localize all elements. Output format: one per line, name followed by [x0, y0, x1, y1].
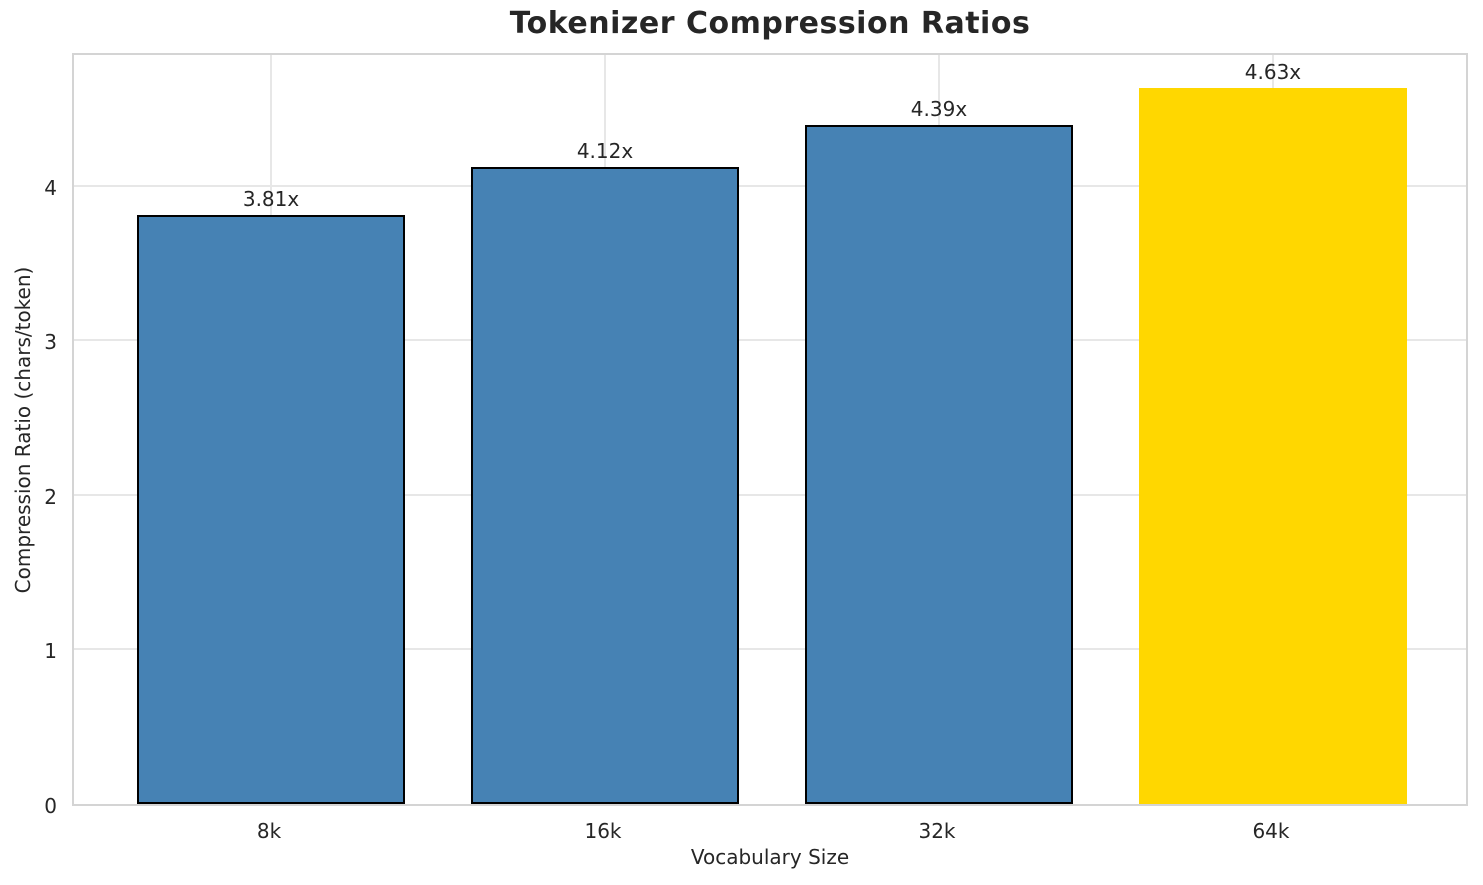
x-tick-label: 16k: [584, 819, 622, 843]
gridline-y-3: [74, 339, 1466, 342]
chart-title: Tokenizer Compression Ratios: [509, 6, 1031, 41]
bar-value-label: 3.81x: [242, 186, 300, 211]
bar-32k: [805, 125, 1073, 804]
y-axis-label: Compression Ratio (chars/token): [11, 266, 35, 594]
gridline-y-2: [74, 493, 1466, 496]
x-axis-label: Vocabulary Size: [690, 845, 850, 869]
y-tick-label: 2: [44, 484, 57, 509]
bar-value-label: 4.12x: [576, 138, 634, 163]
bar-value-label: 4.39x: [910, 97, 968, 122]
bar-8k: [137, 214, 405, 804]
gridline-y-4: [74, 184, 1466, 187]
gridline-y-1: [74, 648, 1466, 651]
y-tick-label: 3: [44, 330, 57, 355]
y-tick-label: 0: [44, 794, 57, 818]
bar-64k: [1139, 88, 1407, 804]
x-tick-label: 64k: [1252, 819, 1290, 843]
bar-16k: [471, 166, 739, 804]
y-tick-label: 1: [44, 639, 57, 664]
x-tick-label: 8k: [256, 819, 282, 843]
y-tick-label: 4: [44, 175, 57, 200]
plot-area: 3.81x 4.12x 4.39x 4.63x: [72, 53, 1468, 806]
x-tick-label: 32k: [918, 819, 956, 843]
bar-value-label: 4.63x: [1244, 60, 1302, 85]
